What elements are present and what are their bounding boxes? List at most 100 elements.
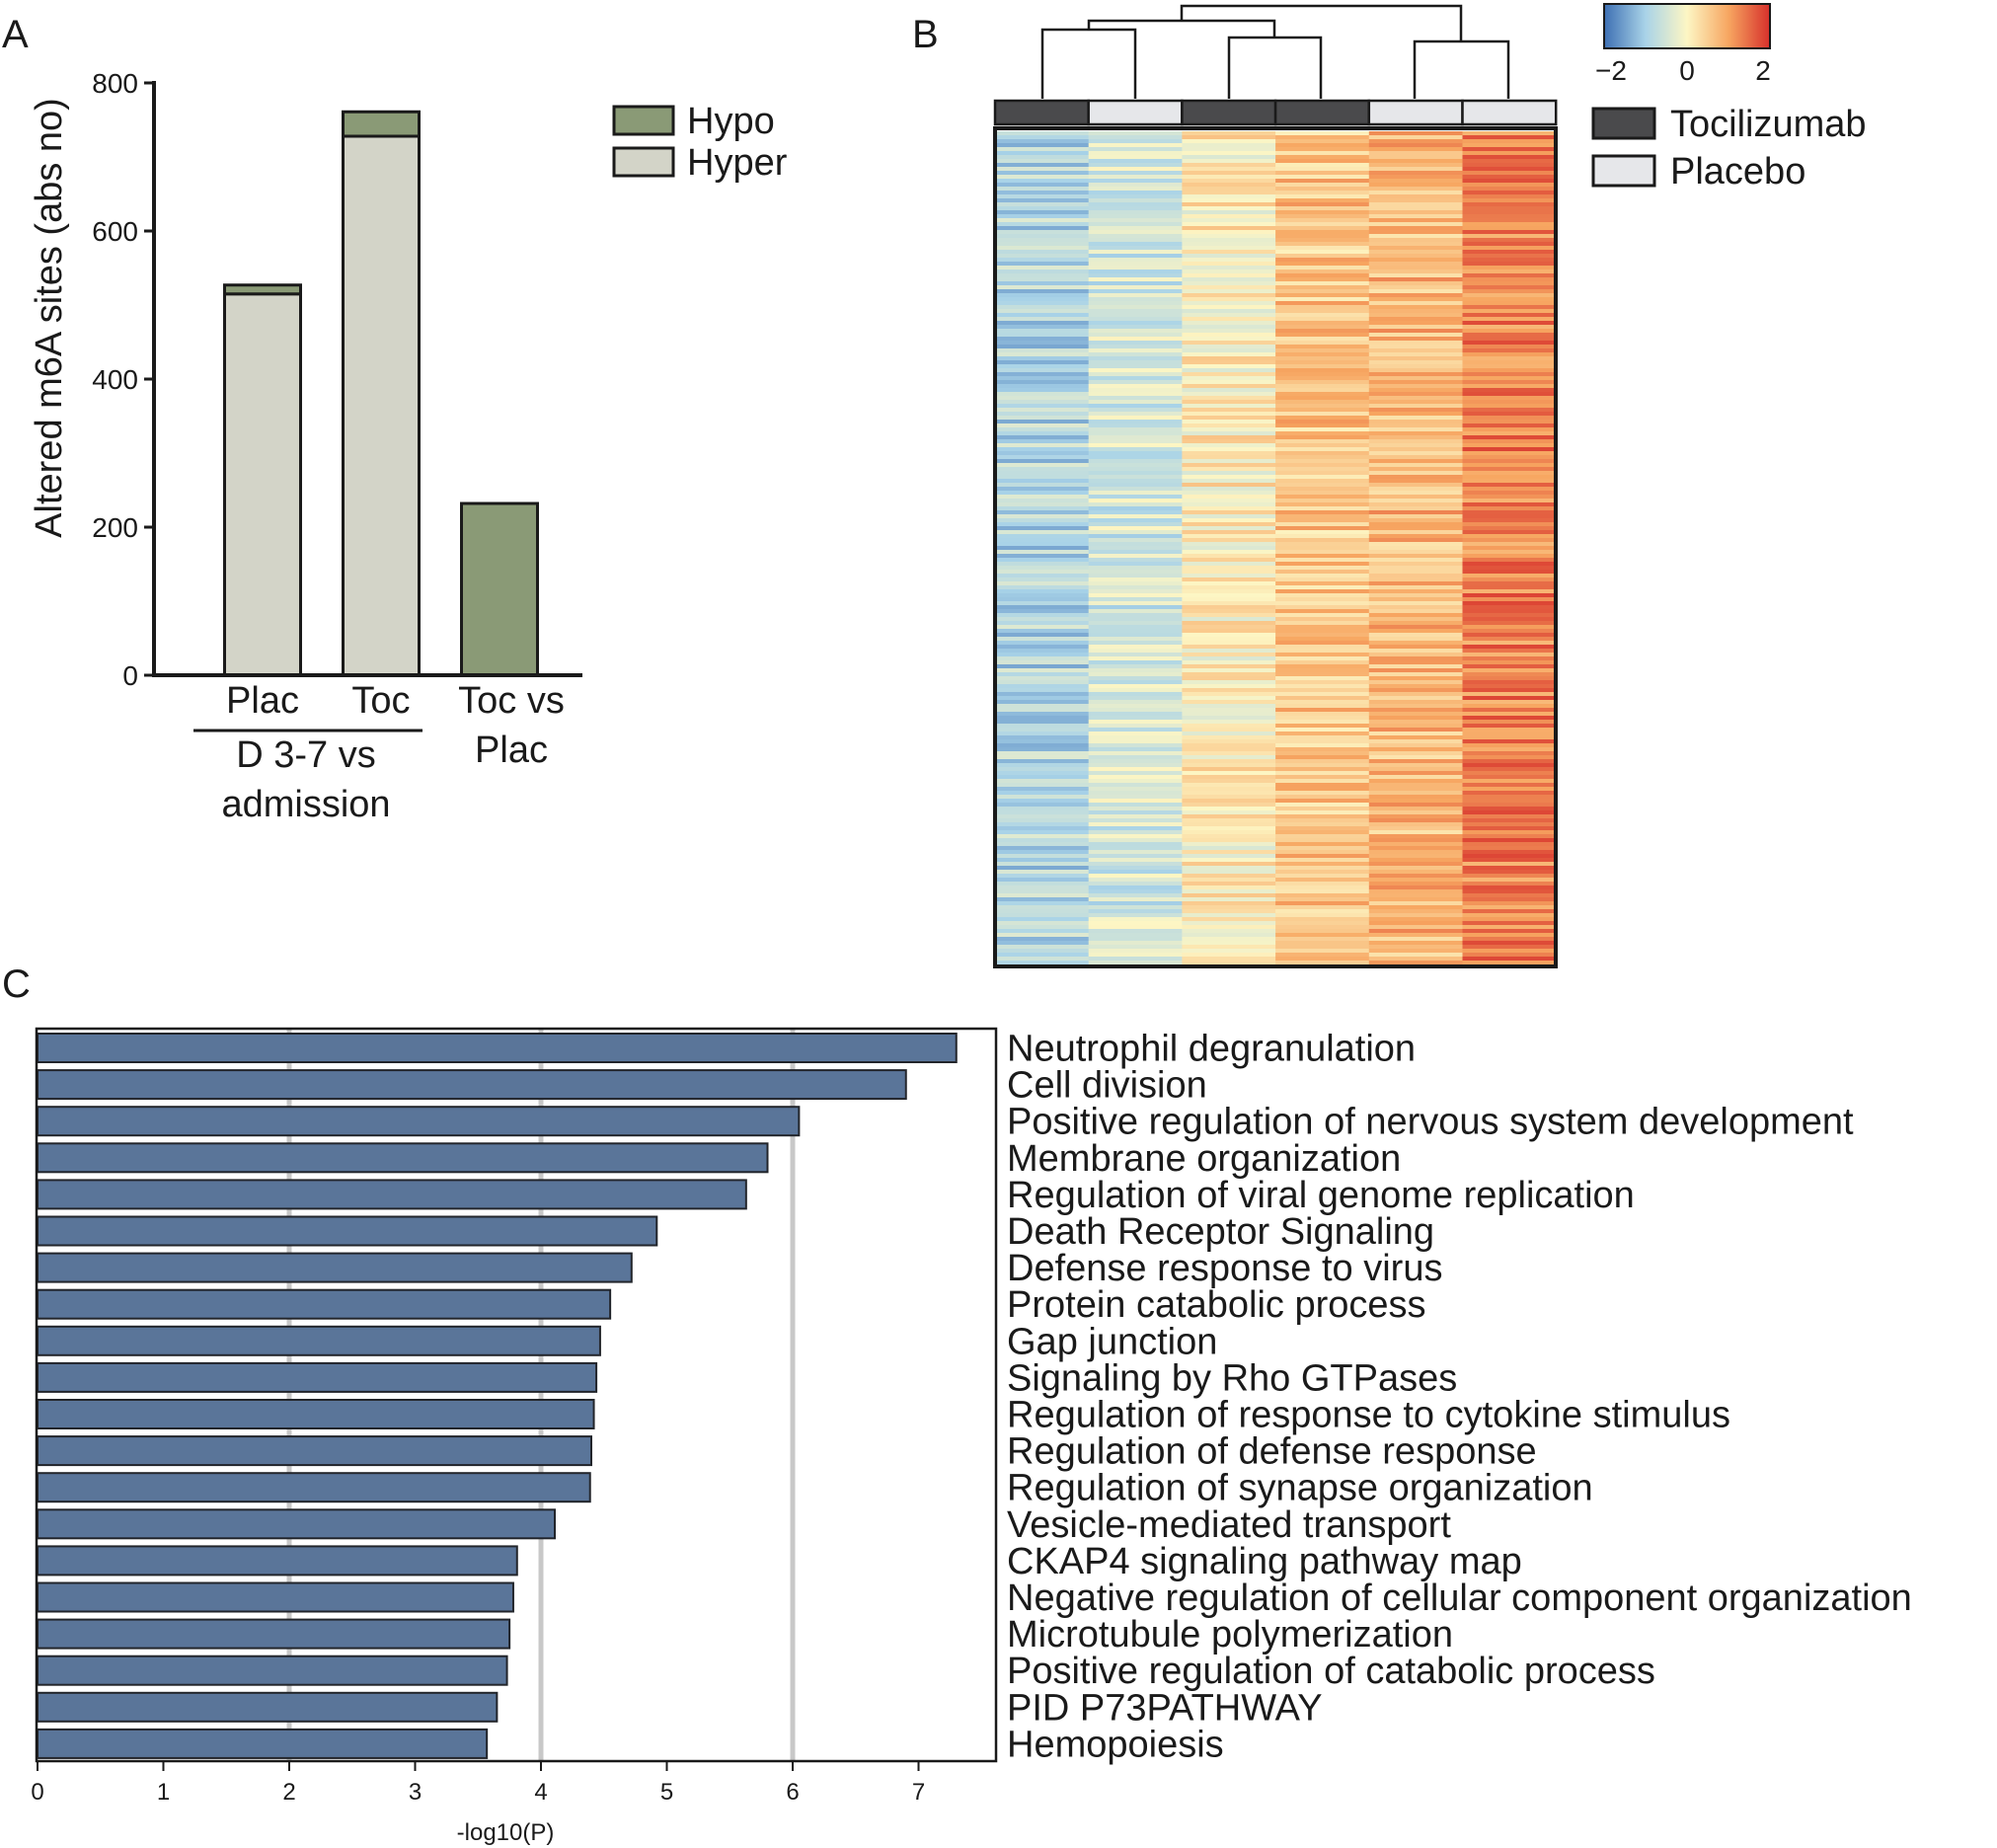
panel-c-term-label: Negative regulation of cellular componen…	[1007, 1578, 1912, 1619]
panel-c-term-label: Defense response to virus	[1007, 1248, 1442, 1289]
panel-c-bar-12	[37, 1435, 592, 1467]
panel-c-bar-13	[37, 1472, 591, 1503]
panel-c-term-label: Gap junction	[1007, 1321, 1217, 1362]
panel-a-y-tick-label: 600	[92, 216, 138, 247]
panel-c-term-label: Regulation of synapse organization	[1007, 1468, 1593, 1509]
panel-c-term-label: Signaling by Rho GTPases	[1007, 1357, 1457, 1399]
panel-a-category-label: Toc	[351, 680, 410, 722]
panel-c-term-label: Protein catabolic process	[1007, 1284, 1426, 1326]
panel-b-heatmap: −2 0 2 Tocilizumab Placebo	[993, 3, 1867, 968]
panel-c-x-tick-label: 1	[157, 1779, 170, 1806]
panel-a-category-label: Plac	[226, 680, 299, 722]
panel-c-bar-9	[37, 1325, 601, 1356]
panel-b-heatmap-frame	[993, 126, 1558, 968]
panel-c-bar-8	[37, 1288, 612, 1320]
panel-c-term-label: Regulation of viral genome replication	[1007, 1175, 1635, 1216]
panel-a-bar-hyper-2	[342, 134, 421, 677]
panel-letter-a: A	[2, 13, 29, 56]
panel-a-stacked-bar-chart: Altered m6A sites (abs no) 0 200 400 600 800…	[29, 68, 788, 825]
panel-c-bar-1	[37, 1033, 958, 1063]
panel-b-sample-annotation-5	[1367, 99, 1464, 126]
panel-letter-b: B	[912, 13, 939, 56]
panel-c-bar-7	[37, 1252, 633, 1283]
panel-c-x-axis-label: -log10(P)	[457, 1819, 555, 1846]
panel-c-plot-frame	[35, 1027, 998, 1763]
panel-c-x-tick-label: 7	[912, 1779, 925, 1806]
panel-c-x-tick-label: 0	[31, 1779, 43, 1806]
panel-a-group-label-line-2: admission	[221, 784, 390, 825]
panel-b-legend-label-placebo: Placebo	[1670, 151, 1805, 192]
panel-a-legend-label-hypo: Hypo	[687, 101, 775, 142]
panel-c-term-label: Neutrophil degranulation	[1007, 1029, 1416, 1070]
panel-b-legend-swatch-placebo	[1591, 154, 1656, 188]
panel-b-heatmap-column-5	[1368, 131, 1463, 965]
panel-a-y-tick-label: 400	[92, 364, 138, 395]
panel-b-sample-annotation-3	[1181, 99, 1277, 126]
panel-b-color-scale-bar	[1603, 3, 1771, 49]
panel-c-horizontal-bar-chart: 0 1 2 3 4 5 6 7 -log10(P) Neutrophil degranulat…	[31, 1027, 1912, 1846]
panel-b-heatmap-column-1	[995, 131, 1090, 965]
panel-a-category-label: Toc vs	[458, 680, 565, 722]
panel-b-legend-label-tocilizumab: Tocilizumab	[1670, 104, 1867, 145]
panel-c-x-tick-label: 3	[409, 1779, 422, 1806]
panel-a-bar-hyper-1	[223, 292, 302, 677]
panel-b-sample-annotation-1	[993, 99, 1090, 126]
panel-c-bar-16	[37, 1581, 514, 1613]
panel-c-bar-3	[37, 1106, 801, 1137]
panel-a-bar-hypo-1	[223, 283, 302, 296]
panel-c-term-label: Vesicle-mediated transport	[1007, 1504, 1451, 1546]
panel-c-term-label: Hemopoiesis	[1007, 1724, 1224, 1765]
panel-b-heatmap-column-3	[1182, 131, 1276, 965]
panel-b-legend-swatch-tocilizumab	[1591, 107, 1656, 140]
panel-a-bar-hypo-3	[460, 501, 539, 677]
panel-b-sample-annotation-4	[1273, 99, 1371, 126]
panel-c-bar-10	[37, 1361, 598, 1393]
panel-b-scale-tick-mid: 0	[1679, 55, 1695, 86]
panel-b-heatmap-column-4	[1275, 131, 1370, 965]
panel-a-bar-hypo-2	[342, 110, 421, 138]
panel-c-x-tick-label: 2	[282, 1779, 295, 1806]
panel-a-group-label-line-1: D 3-7 vs	[236, 734, 375, 776]
panel-c-x-tick-label: 6	[786, 1779, 799, 1806]
panel-b-color-scale: −2 0 2	[1595, 3, 1771, 86]
panel-c-bar-15	[37, 1545, 518, 1577]
panel-a-y-tick-label: 800	[92, 68, 138, 99]
panel-c-bar-2	[37, 1069, 907, 1101]
panel-c-x-tick-label: 5	[660, 1779, 673, 1806]
panel-c-term-label: Death Receptor Signaling	[1007, 1211, 1434, 1253]
panel-c-term-label: Positive regulation of catabolic process	[1007, 1651, 1655, 1692]
panel-c-term-label: Positive regulation of nervous system de…	[1007, 1102, 1854, 1143]
panel-c-term-label: Regulation of response to cytokine stimu…	[1007, 1395, 1730, 1436]
panel-c-x-tick-label: 4	[534, 1779, 547, 1806]
panel-c-term-label: Regulation of defense response	[1007, 1431, 1537, 1473]
panel-c-bar-20	[37, 1728, 489, 1759]
panel-a-category-label: Plac	[475, 730, 548, 771]
panel-c-term-label: Cell division	[1007, 1065, 1207, 1107]
panel-b-heatmap-column-2	[1088, 131, 1183, 965]
panel-c-bar-17	[37, 1618, 511, 1650]
panel-c-bar-11	[37, 1399, 595, 1429]
panel-a-legend-swatch-hypo	[612, 105, 675, 136]
panel-c-bar-5	[37, 1179, 747, 1210]
panel-c-bar-19	[37, 1691, 499, 1723]
panel-c-bar-4	[37, 1142, 769, 1174]
panel-b-sample-annotation-6	[1461, 99, 1558, 126]
panel-c-bar-14	[37, 1508, 557, 1540]
panel-b-scale-tick-max: 2	[1755, 55, 1771, 86]
panel-a-y-tick-label: 200	[92, 512, 138, 543]
panel-c-term-label: CKAP4 signaling pathway map	[1007, 1541, 1522, 1582]
panel-b-heatmap-column-6	[1462, 131, 1557, 965]
panel-c-bar-6	[37, 1215, 658, 1247]
panel-a-y-axis-label: Altered m6A sites (abs no)	[29, 98, 70, 538]
panel-c-term-label: Microtubule polymerization	[1007, 1614, 1453, 1656]
panel-letter-c: C	[2, 962, 31, 1006]
panel-c-term-label: PID P73PATHWAY	[1007, 1687, 1323, 1729]
panel-b-sample-annotation-2	[1087, 99, 1184, 126]
panel-a-legend-label-hyper: Hyper	[687, 142, 788, 184]
panel-c-term-label: Membrane organization	[1007, 1138, 1401, 1180]
panel-a-y-tick-label: 0	[122, 660, 138, 691]
panel-a-legend-swatch-hyper	[612, 146, 675, 178]
panel-b-dendrogram	[1040, 4, 1510, 99]
panel-c-bar-18	[37, 1655, 508, 1686]
